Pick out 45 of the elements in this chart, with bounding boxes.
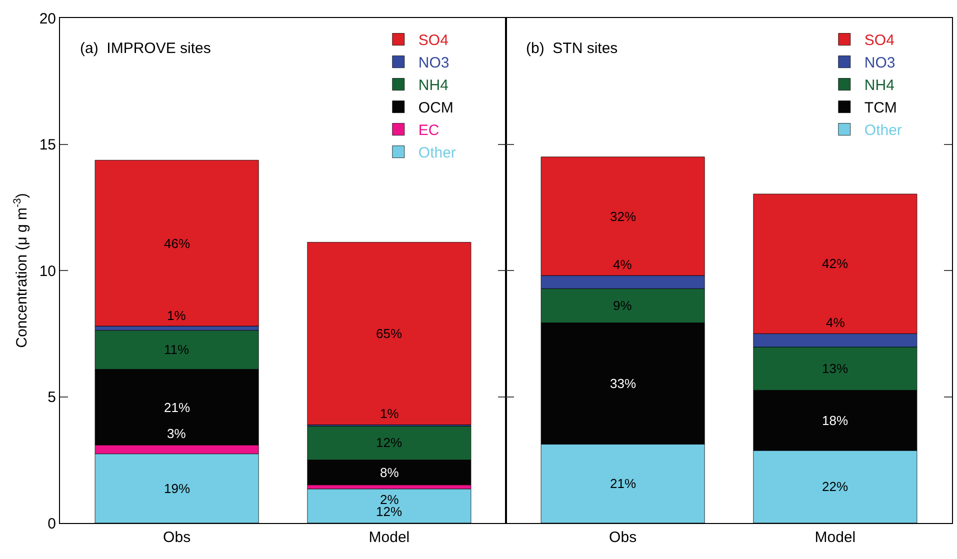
annotation: 19%	[164, 481, 190, 496]
annotation: 11%	[164, 342, 190, 357]
y-tick-label: 5	[48, 389, 56, 406]
y-tick-label: 10	[39, 262, 56, 280]
legend-label: NH4	[864, 77, 894, 94]
annotation: 22%	[822, 479, 848, 494]
annotation: 4%	[613, 257, 632, 272]
y-tick-label: 20	[39, 10, 56, 28]
annotation: 12%	[376, 435, 402, 450]
x-tick-label: Obs	[163, 529, 191, 546]
annotation: 21%	[610, 476, 636, 491]
annotation: 46%	[164, 236, 190, 251]
text: (a) IMPROVE sites	[80, 40, 211, 57]
legend-label: OCM	[418, 100, 454, 117]
text: (b) STN sites	[526, 40, 618, 57]
annotation: 21%	[164, 400, 190, 415]
annotation: 1%	[167, 308, 186, 323]
legend-label: EC	[418, 122, 440, 140]
bar	[94, 160, 259, 326]
legend-label: SO4	[418, 32, 448, 50]
annotation: 32%	[610, 209, 636, 224]
legend-label: Other	[864, 122, 902, 140]
x-tick-label: Model	[814, 529, 856, 546]
annotation: 65%	[376, 326, 402, 341]
x-tick-label: Model	[368, 529, 410, 546]
annotation: 42%	[822, 256, 848, 271]
annotation: 8%	[380, 465, 400, 480]
annotation: 2%	[380, 492, 400, 507]
legend-label: NO3	[864, 54, 896, 72]
annotation: 3%	[167, 426, 186, 441]
legend-label: SO4	[864, 32, 894, 50]
annotation: 12%	[376, 504, 402, 519]
legend-label: NH4	[418, 77, 448, 94]
annotation: 18%	[822, 413, 848, 428]
y-tick-label: 0	[48, 515, 56, 532]
legend-label: TCM	[864, 100, 897, 117]
annotation: 9%	[613, 298, 632, 313]
legend-label: Other	[418, 144, 456, 162]
legend-label: NO3	[418, 54, 450, 72]
annotation: 33%	[610, 376, 636, 391]
x-tick-label: Obs	[609, 529, 637, 546]
annotation: 13%	[822, 361, 848, 376]
annotation: 4%	[826, 315, 846, 330]
y-tick-label: 15	[39, 136, 56, 154]
annotation: 1%	[380, 406, 400, 421]
